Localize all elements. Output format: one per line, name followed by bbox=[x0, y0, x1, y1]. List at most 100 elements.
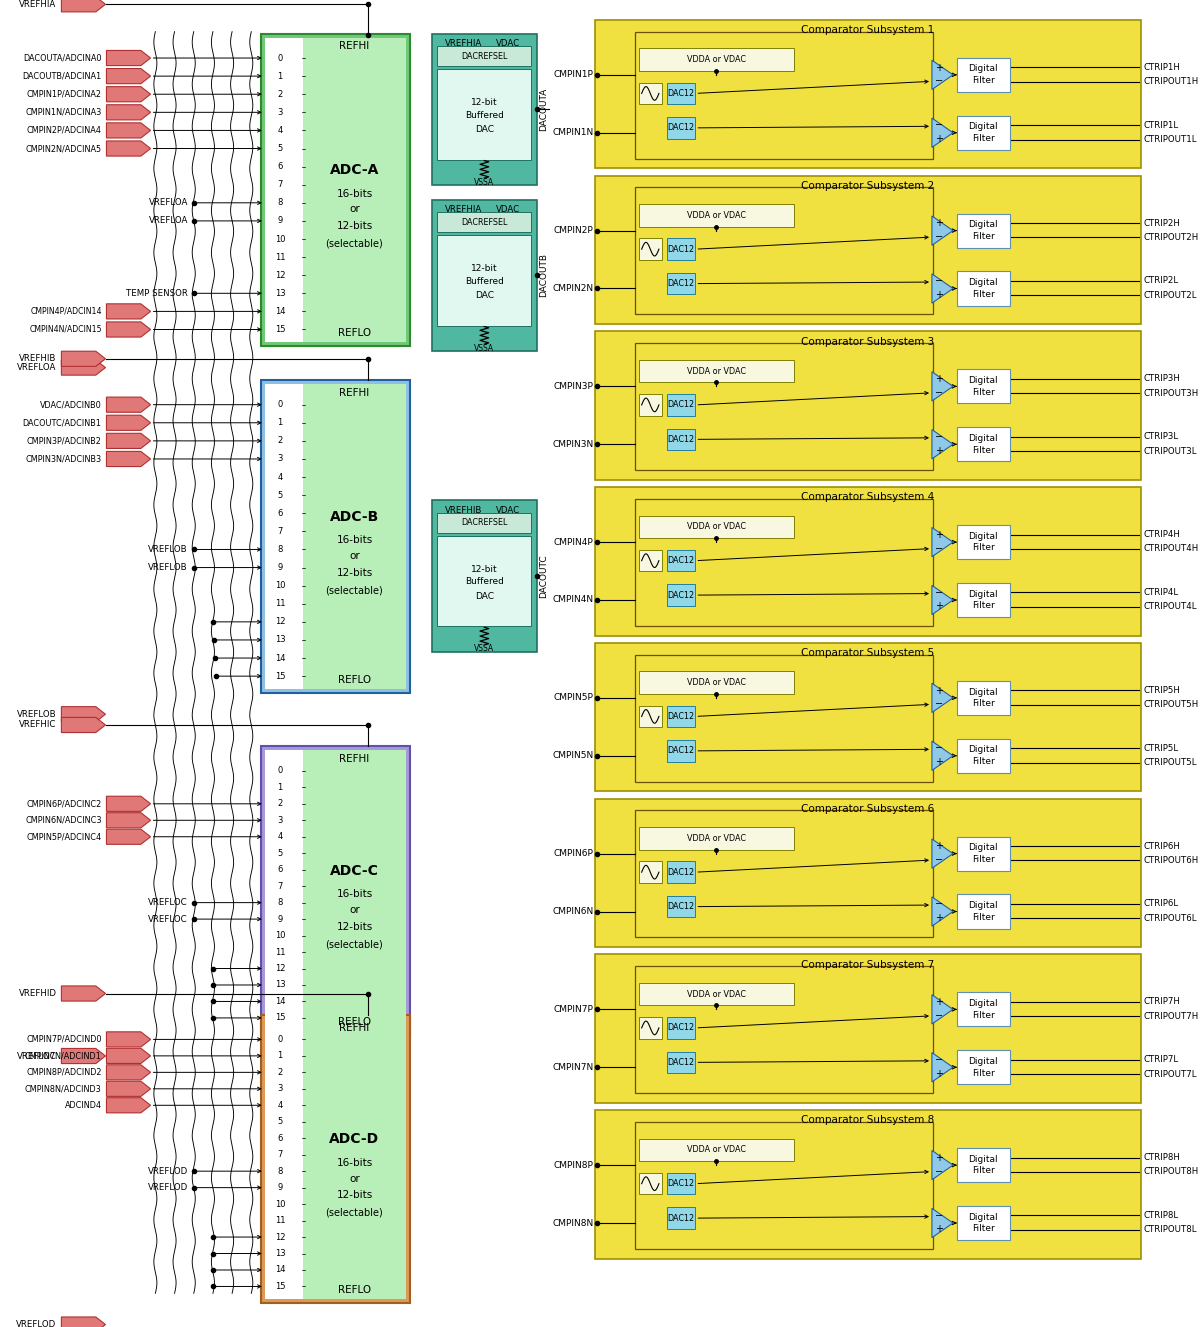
FancyBboxPatch shape bbox=[638, 827, 793, 849]
Text: DACREFSEL: DACREFSEL bbox=[461, 218, 508, 227]
Text: 11: 11 bbox=[275, 600, 286, 608]
Text: 13: 13 bbox=[275, 1249, 286, 1258]
Text: 15: 15 bbox=[275, 1014, 286, 1022]
Text: +: + bbox=[935, 841, 943, 852]
Text: Digital: Digital bbox=[968, 65, 998, 73]
Text: Comparator Subsystem 3: Comparator Subsystem 3 bbox=[802, 337, 935, 346]
Text: Buffered: Buffered bbox=[464, 577, 504, 587]
Text: 9: 9 bbox=[277, 914, 283, 924]
Text: CMPIN3P: CMPIN3P bbox=[554, 382, 594, 391]
Text: VREFHIA: VREFHIA bbox=[445, 204, 482, 214]
FancyBboxPatch shape bbox=[265, 1019, 304, 1299]
Text: CMPIN8P/ADCIND2: CMPIN8P/ADCIND2 bbox=[26, 1068, 102, 1076]
FancyBboxPatch shape bbox=[304, 750, 406, 1031]
Text: +: + bbox=[935, 529, 943, 540]
Text: 8: 8 bbox=[277, 545, 283, 553]
FancyBboxPatch shape bbox=[595, 332, 1141, 480]
Text: VREFLOC: VREFLOC bbox=[149, 898, 188, 908]
Text: 12-bit: 12-bit bbox=[472, 565, 498, 573]
Text: 2: 2 bbox=[277, 90, 283, 98]
Text: CMPIN5P: CMPIN5P bbox=[554, 694, 594, 702]
Text: 3: 3 bbox=[277, 107, 283, 117]
FancyBboxPatch shape bbox=[956, 369, 1009, 403]
Text: CTRIPOUT8L: CTRIPOUT8L bbox=[1144, 1225, 1196, 1234]
Text: DAC12: DAC12 bbox=[667, 401, 695, 410]
Text: 15: 15 bbox=[275, 325, 286, 334]
FancyBboxPatch shape bbox=[437, 536, 532, 626]
Text: CTRIPOUT6H: CTRIPOUT6H bbox=[1144, 856, 1199, 865]
Text: +: + bbox=[935, 997, 943, 1007]
Text: 12: 12 bbox=[275, 1233, 286, 1242]
Text: DAC12: DAC12 bbox=[667, 868, 695, 877]
Text: CMPIN7N: CMPIN7N bbox=[552, 1063, 594, 1072]
Text: DAC12: DAC12 bbox=[667, 89, 695, 98]
Polygon shape bbox=[932, 740, 953, 771]
Polygon shape bbox=[107, 796, 150, 811]
Text: CTRIPOUT5H: CTRIPOUT5H bbox=[1144, 701, 1199, 709]
Text: 2: 2 bbox=[277, 437, 283, 446]
Text: 14: 14 bbox=[275, 307, 286, 316]
Text: 12-bit: 12-bit bbox=[472, 98, 498, 107]
Text: DAC: DAC bbox=[475, 125, 494, 134]
Text: CTRIPOUT4L: CTRIPOUT4L bbox=[1144, 602, 1196, 612]
Text: 11: 11 bbox=[275, 252, 286, 261]
FancyBboxPatch shape bbox=[956, 58, 1009, 92]
Text: Digital: Digital bbox=[968, 532, 998, 541]
FancyBboxPatch shape bbox=[260, 747, 409, 1035]
Text: 15: 15 bbox=[275, 1282, 286, 1291]
Text: Filter: Filter bbox=[972, 758, 995, 766]
Text: VDDA or VDAC: VDDA or VDAC bbox=[686, 56, 745, 64]
FancyBboxPatch shape bbox=[666, 429, 695, 450]
Text: REFHI: REFHI bbox=[340, 41, 370, 52]
Text: CTRIPOUT4H: CTRIPOUT4H bbox=[1144, 544, 1199, 553]
Polygon shape bbox=[107, 1082, 150, 1096]
Text: −: − bbox=[935, 77, 943, 86]
Text: −: − bbox=[935, 900, 943, 909]
Text: 12-bit: 12-bit bbox=[472, 264, 498, 273]
Text: 7: 7 bbox=[277, 1151, 283, 1160]
Text: +: + bbox=[935, 1225, 943, 1234]
Text: DAC12: DAC12 bbox=[667, 1214, 695, 1222]
FancyBboxPatch shape bbox=[956, 894, 1009, 929]
FancyBboxPatch shape bbox=[956, 1050, 1009, 1084]
Text: CMPIN2N/ADCINA5: CMPIN2N/ADCINA5 bbox=[25, 145, 102, 153]
FancyBboxPatch shape bbox=[432, 500, 538, 652]
Text: CMPIN5P/ADCINC4: CMPIN5P/ADCINC4 bbox=[26, 832, 102, 841]
FancyBboxPatch shape bbox=[635, 499, 932, 626]
Text: 5: 5 bbox=[277, 1117, 283, 1127]
Text: CMPIN7P/ADCIND0: CMPIN7P/ADCIND0 bbox=[26, 1035, 102, 1044]
Text: VDAC: VDAC bbox=[496, 506, 520, 515]
Text: −: − bbox=[935, 1011, 943, 1020]
Polygon shape bbox=[932, 430, 953, 459]
Text: VREFLOC: VREFLOC bbox=[149, 914, 188, 924]
Text: Filter: Filter bbox=[972, 544, 995, 552]
FancyBboxPatch shape bbox=[437, 69, 532, 159]
Text: CTRIP4H: CTRIP4H bbox=[1144, 529, 1180, 539]
Text: 12-bits: 12-bits bbox=[336, 922, 373, 932]
Text: +: + bbox=[935, 134, 943, 145]
Text: Buffered: Buffered bbox=[464, 276, 504, 285]
Text: Filter: Filter bbox=[972, 1225, 995, 1233]
Polygon shape bbox=[107, 50, 150, 65]
Text: CTRIPOUT2L: CTRIPOUT2L bbox=[1144, 291, 1196, 300]
FancyBboxPatch shape bbox=[437, 514, 532, 532]
Text: 6: 6 bbox=[277, 162, 283, 171]
Text: 9: 9 bbox=[277, 563, 283, 572]
Text: Filter: Filter bbox=[972, 1011, 995, 1019]
Text: +: + bbox=[935, 758, 943, 767]
Text: Digital: Digital bbox=[968, 434, 998, 443]
Text: CTRIPOUT7L: CTRIPOUT7L bbox=[1144, 1070, 1196, 1079]
Polygon shape bbox=[932, 839, 953, 868]
Text: 16-bits: 16-bits bbox=[336, 535, 373, 545]
FancyBboxPatch shape bbox=[265, 37, 304, 342]
Text: Filter: Filter bbox=[972, 1068, 995, 1078]
FancyBboxPatch shape bbox=[437, 212, 532, 232]
Text: CTRIPOUT1L: CTRIPOUT1L bbox=[1144, 135, 1196, 145]
Text: Comparator Subsystem 7: Comparator Subsystem 7 bbox=[802, 959, 935, 970]
Text: DACOUTC: DACOUTC bbox=[539, 555, 548, 598]
Text: or: or bbox=[349, 204, 360, 215]
Text: CMPIN1N: CMPIN1N bbox=[552, 129, 594, 137]
Text: CTRIPOUT8H: CTRIPOUT8H bbox=[1144, 1168, 1199, 1177]
Text: VREFLOB: VREFLOB bbox=[149, 563, 188, 572]
Polygon shape bbox=[107, 1064, 150, 1080]
